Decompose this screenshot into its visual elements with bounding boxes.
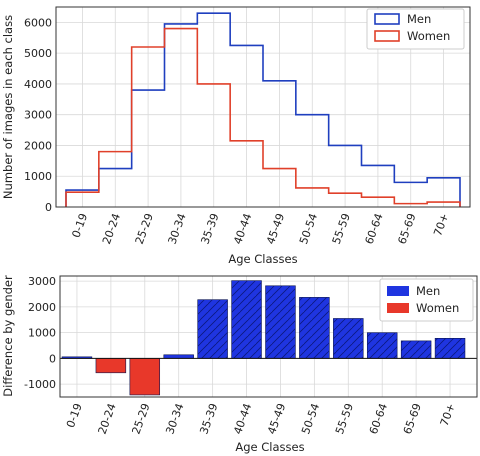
top-y-tick-label: 2000 xyxy=(24,139,52,152)
histogram-chart: 0 1000 2000 3000 4000 5000 6000 0-19 20-24 25-29… xyxy=(1,6,471,266)
bottom-bar-hatch-65-69 xyxy=(401,340,432,359)
top-legend-box xyxy=(366,8,465,50)
bottom-bar-hatch-60-64 xyxy=(367,332,398,359)
bottom-y-tick-label: 3000 xyxy=(28,275,56,288)
top-x-ticks: 0-19 20-24 25-29 30-34 35-39 40-44 45-49 50-54 5… xyxy=(69,212,451,246)
bottom-bars xyxy=(61,280,466,396)
top-y-axis-label: Number of images in each class xyxy=(1,15,15,199)
top-y-tick-label: 4000 xyxy=(24,78,52,91)
bottom-x-tick-label: 70+ xyxy=(438,402,458,428)
bottom-y-tick-label: 1000 xyxy=(28,327,56,340)
bottom-x-tick-label: 20-24 xyxy=(96,402,119,436)
bottom-legend-women-swatch xyxy=(387,303,409,313)
bottom-bar-hatch-70+ xyxy=(435,338,465,359)
bottom-bar-hatch-45-49 xyxy=(265,285,296,359)
bottom-x-tick-label: 25-29 xyxy=(129,402,152,436)
top-legend-men-swatch xyxy=(374,13,400,25)
top-series xyxy=(65,12,461,207)
top-legend-women-label: Women xyxy=(407,29,450,43)
top-y-tick-label: 1000 xyxy=(24,170,52,183)
bottom-legend: Men Women xyxy=(379,278,474,322)
top-x-tick-label: 20-24 xyxy=(100,212,123,246)
bottom-plot-frame xyxy=(59,275,478,398)
top-x-tick-label: 65-69 xyxy=(395,212,418,246)
bottom-y-tick-label: -1000 xyxy=(24,378,56,391)
bottom-x-tick-label: 40-44 xyxy=(231,402,254,436)
top-legend: Men Women xyxy=(366,8,465,50)
top-x-tick-label: 45-49 xyxy=(264,212,287,246)
top-legend-women-swatch xyxy=(374,30,400,42)
top-x-tick-label: 35-39 xyxy=(198,212,221,246)
top-x-axis-label: Age Classes xyxy=(228,252,297,266)
top-x-tick-label: 50-54 xyxy=(297,212,320,246)
bottom-x-ticks: 0-19 20-24 25-29 30-34 35-39 40-44 45-49 50-54 5… xyxy=(64,402,458,436)
bottom-x-tick-label: 45-49 xyxy=(265,402,288,436)
bottom-bar-hatch-55-59 xyxy=(333,318,364,359)
bottom-y-axis-label: Difference by gender xyxy=(1,275,15,397)
bottom-legend-men-swatch xyxy=(387,286,409,296)
bottom-x-tick-label: 60-64 xyxy=(367,402,390,436)
top-series-men-line xyxy=(65,12,461,207)
top-x-tick-label: 40-44 xyxy=(231,212,254,246)
bottom-x-tick-label: 55-59 xyxy=(333,402,356,436)
top-y-tick-label: 3000 xyxy=(24,109,52,122)
top-legend-men-label: Men xyxy=(407,12,431,26)
top-x-tick-label: 30-34 xyxy=(166,212,189,246)
bottom-bar-20-24 xyxy=(95,358,127,374)
top-y-tick-label: 6000 xyxy=(24,16,52,29)
difference-bar-chart: -1000 0 1000 2000 3000 0-19 20-24 25-29 30-34 35… xyxy=(1,275,478,454)
top-series-women-line xyxy=(65,27,461,207)
bottom-bar-30-34 xyxy=(163,354,194,359)
bottom-x-tick-label: 65-69 xyxy=(401,402,424,436)
bottom-legend-men-label: Men xyxy=(416,284,440,298)
bottom-x-tick-label: 50-54 xyxy=(299,402,322,436)
top-y-tick-label: 5000 xyxy=(24,47,52,60)
top-y-tick-label: 0 xyxy=(45,201,52,214)
bottom-bar-hatch-35-39 xyxy=(197,299,228,359)
top-y-ticks: 0 1000 2000 3000 4000 5000 6000 xyxy=(24,16,52,214)
top-x-tick-label: 60-64 xyxy=(363,212,386,246)
top-x-tick-label: 25-29 xyxy=(133,212,156,246)
top-plot-frame xyxy=(55,6,471,208)
bottom-x-axis-label: Age Classes xyxy=(235,440,304,454)
top-x-tick-label: 70+ xyxy=(431,212,451,238)
bottom-bar-hatch-40-44 xyxy=(231,280,262,359)
bottom-y-tick-label: 2000 xyxy=(28,301,56,314)
top-x-tick-label: 55-59 xyxy=(330,212,353,246)
top-x-tick-label: 0-19 xyxy=(69,212,90,240)
bottom-legend-women-label: Women xyxy=(416,301,459,315)
bottom-bar-25-29 xyxy=(129,358,161,396)
bottom-x-tick-label: 30-34 xyxy=(163,402,186,436)
bottom-y-ticks: -1000 0 1000 2000 3000 xyxy=(24,275,56,391)
bottom-y-tick-label: 0 xyxy=(49,352,56,365)
bottom-x-tick-label: 35-39 xyxy=(197,402,220,436)
bottom-bar-hatch-50-54 xyxy=(299,297,330,359)
bottom-x-tick-label: 0-19 xyxy=(64,402,85,430)
